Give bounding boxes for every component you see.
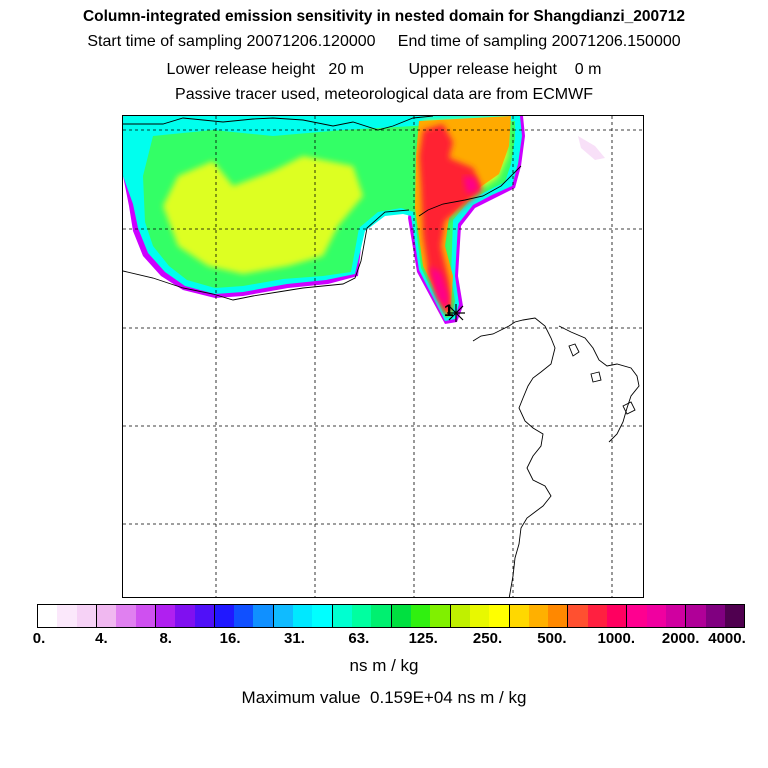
colorbar-cell xyxy=(469,605,490,627)
map-canvas xyxy=(123,116,643,597)
plume-field xyxy=(123,116,605,324)
map-panel: 1 xyxy=(122,115,644,598)
colorbar-cell xyxy=(175,605,195,627)
colorbar-cell xyxy=(666,605,687,627)
colorbar-cell xyxy=(568,605,588,627)
border-line-east xyxy=(418,165,522,217)
coastline-north xyxy=(123,116,434,131)
colorbar-tick-label: 31. xyxy=(284,630,305,647)
coastline-east xyxy=(472,317,556,597)
colorbar-cell xyxy=(410,605,431,627)
coastline-peninsula xyxy=(558,325,640,443)
colorbar-cell xyxy=(155,605,176,627)
release-site-star-icon xyxy=(447,304,465,322)
colorbar-cell xyxy=(548,605,569,627)
colorbar-units: ns m / kg xyxy=(349,656,419,675)
graticule xyxy=(123,116,643,597)
colorbar-tick-label: 8. xyxy=(159,630,172,647)
colorbar-tick-labels: 0. 4. 8. 16. 31. 63. 125. 250. 500. 1000. 2000. 400… xyxy=(0,630,768,652)
colorbar-tick-label: 16. xyxy=(219,630,241,647)
colorbar-cell xyxy=(194,605,215,627)
release-number-label: 1 xyxy=(444,301,454,320)
border-line xyxy=(123,209,410,301)
plume-magenta-core xyxy=(429,266,449,310)
plume-magenta-core-north xyxy=(463,176,479,194)
colorbar-cell xyxy=(352,605,372,627)
colorbar-cell xyxy=(234,605,254,627)
colorbar xyxy=(37,604,745,628)
colorbar-tick-label: 250. xyxy=(472,630,503,647)
colorbar-cell xyxy=(332,605,352,627)
colorbar-cell xyxy=(607,605,628,627)
colorbar-cell xyxy=(430,605,451,627)
colorbar-cell xyxy=(489,605,510,627)
colorbar-tick-label: 500. xyxy=(537,630,567,647)
colorbar-cell xyxy=(724,605,744,627)
coastlines xyxy=(123,116,640,597)
colorbar-cell xyxy=(38,605,58,627)
maximum-value: Maximum value 0.159E+04 ns m / kg xyxy=(241,688,527,707)
colorbar-cell xyxy=(450,605,470,627)
colorbar-tick-label: 4. xyxy=(95,630,108,647)
coastline-islands xyxy=(568,343,636,415)
colorbar-cell xyxy=(135,605,156,627)
colorbar-cell xyxy=(371,605,392,627)
colorbar-tick-label: 125. xyxy=(408,630,438,647)
colorbar-cell xyxy=(273,605,294,627)
plume-yellow xyxy=(163,156,363,274)
plume-faint-ne xyxy=(578,136,605,160)
colorbar-tick-label: 0. xyxy=(32,630,46,647)
colorbar-tick-label: 1000. xyxy=(597,630,636,647)
colorbar-cell xyxy=(76,605,97,627)
release-heights: Lower release height 20 m Upper release … xyxy=(166,61,602,78)
plume-red xyxy=(419,124,483,314)
colorbar-cell xyxy=(116,605,136,627)
colorbar-cell xyxy=(705,605,725,627)
colorbar-cell xyxy=(587,605,608,627)
colorbar-cell xyxy=(57,605,77,627)
colorbar-cell xyxy=(646,605,666,627)
colorbar-cell xyxy=(253,605,274,627)
colorbar-cell xyxy=(96,605,117,627)
colorbar-cell xyxy=(293,605,313,627)
colorbar-tick-label: 63. xyxy=(348,630,370,647)
plot-title: Column-integrated emission sensitivity i… xyxy=(82,8,686,25)
colorbar-tick-label: 2000. xyxy=(661,630,700,647)
colorbar-cell xyxy=(312,605,333,627)
colorbar-tick-label: 4000. xyxy=(708,630,746,647)
colorbar-cell xyxy=(627,605,647,627)
colorbar-cell xyxy=(214,605,235,627)
colorbar-cell xyxy=(686,605,706,627)
colorbar-cell xyxy=(509,605,529,627)
sampling-times: Start time of sampling 20071206.120000 E… xyxy=(87,33,681,50)
colorbar-cell xyxy=(528,605,549,627)
tracer-info: Passive tracer used, meteorological data… xyxy=(175,86,593,103)
colorbar-cell xyxy=(391,605,411,627)
